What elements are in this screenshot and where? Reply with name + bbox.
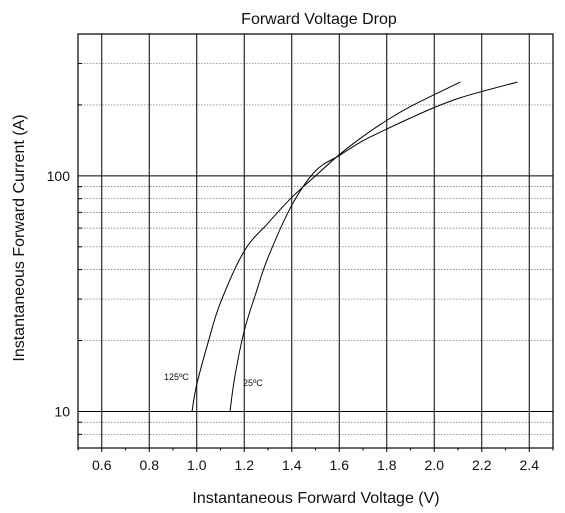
series-label-25c: 25ºC — [243, 378, 263, 388]
x-axis-label: Instantaneous Forward Voltage (V) — [192, 490, 439, 507]
x-tick-label: 2.2 — [472, 457, 492, 473]
chart-title: Forward Voltage Drop — [241, 11, 397, 28]
x-tick-label: 1.2 — [235, 457, 255, 473]
minor-grid — [78, 63, 553, 435]
x-tick-label: 2.4 — [520, 457, 540, 473]
series-curves — [191, 81, 518, 412]
x-tick-label: 1.8 — [377, 457, 397, 473]
series-label-125c: 125ºC — [164, 372, 189, 382]
x-tick-label: 2.0 — [425, 457, 445, 473]
y-tick-label: 10 — [54, 403, 70, 419]
axis-ticks: 10 100 0.6 0.8 1.0 1.2 1.4 1.6 1.8 2.0 2.2 2.4 — [47, 62, 554, 473]
y-axis-label: Instantaneous Forward Current (A) — [11, 114, 28, 361]
major-grid — [78, 34, 553, 448]
series-line-25c — [229, 81, 518, 412]
x-tick-label: 1.0 — [187, 457, 207, 473]
y-tick-label: 100 — [47, 168, 71, 184]
x-tick-label: 0.8 — [140, 457, 160, 473]
x-tick-label: 1.6 — [330, 457, 350, 473]
x-tick-label: 0.6 — [92, 457, 112, 473]
x-tick-label: 1.4 — [282, 457, 302, 473]
